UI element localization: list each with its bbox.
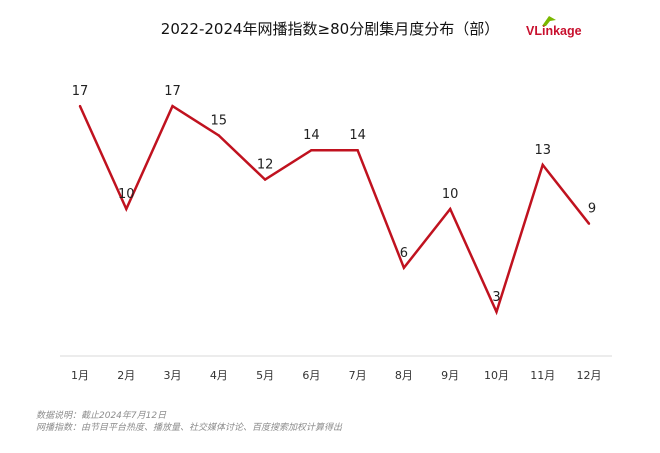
data-point [356,149,359,152]
data-point [495,310,498,314]
data-label: 10 [442,187,459,202]
data-label: 3 [492,290,500,305]
x-tick-label: 12月 [577,369,602,382]
data-point [78,104,82,108]
data-point [217,134,221,137]
x-tick-label: 10月 [484,369,509,382]
x-tick-label: 8月 [395,369,413,382]
data-label: 17 [72,84,89,99]
data-point [310,149,313,152]
data-point [171,104,174,108]
leaf-icon [542,16,556,26]
data-point [402,266,406,269]
x-tick-label: 4月 [210,369,228,382]
footer-index-note: 网播指数：由节目平台热度、播放量、社交媒体讨论、百度搜索加权计算得出 [36,423,343,433]
series-line [78,104,590,316]
data-point [587,222,591,225]
data-point [263,178,267,181]
x-tick-label: 9月 [441,369,459,382]
logo-text-rest: inkage [541,24,582,38]
chart-title: 2022-2024年网播指数≥80分剧集月度分布（部） [160,20,500,38]
x-tick-label: 6月 [302,369,320,382]
footer-data-note: 数据说明：截止2024年7月12日 [36,411,167,421]
data-label: 14 [303,128,320,143]
data-label: 17 [164,84,181,99]
data-label: 12 [257,158,274,173]
x-tick-label: 7月 [349,369,367,382]
data-label: 9 [588,202,596,217]
data-label: 13 [534,143,551,158]
x-tick-label: 5月 [256,369,274,382]
data-point [541,163,544,167]
x-tick-label: 1月 [71,369,89,382]
data-point [448,207,452,211]
logo-text-v: VL [526,24,542,38]
x-tick-label: 2月 [117,369,135,382]
x-tick-label: 3月 [164,369,182,382]
data-point [125,207,128,211]
data-label: 15 [211,114,228,129]
data-label: 14 [349,128,366,143]
logo-wordmark: VLinkage [526,24,582,38]
data-label: 6 [400,246,408,261]
vlinkage-logo: VLinkage [526,14,598,42]
x-tick-label: 11月 [530,369,555,382]
data-label: 10 [118,187,135,202]
